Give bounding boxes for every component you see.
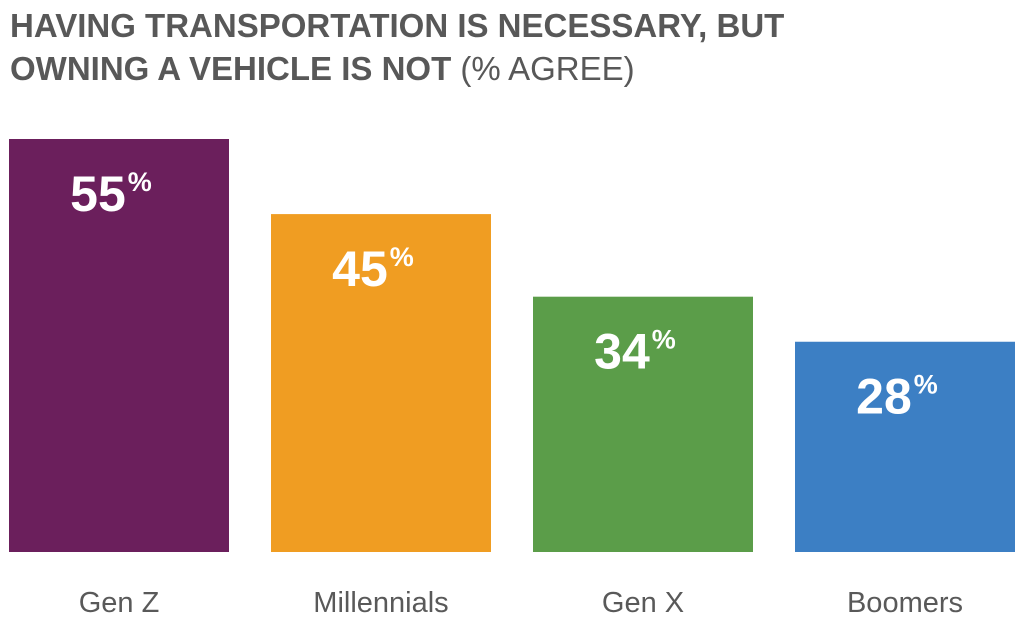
category-label-gen-x: Gen X [602,587,684,619]
value-suffix: % [652,325,676,355]
bar-gen-x [533,296,753,552]
title-line-1: HAVING TRANSPORTATION IS NECESSARY, BUT [10,7,785,44]
value-suffix: % [390,242,414,272]
title-line-2: OWNING A VEHICLE IS NOT [10,50,452,87]
category-label-millennials: Millennials [313,587,448,619]
value-suffix: % [128,167,152,197]
value-suffix: % [914,370,938,400]
category-label-gen-z: Gen Z [79,587,160,619]
chart-title: HAVING TRANSPORTATION IS NECESSARY, BUT … [10,4,1010,90]
bar-boomers [795,341,1015,552]
title-suffix: (% AGREE) [460,50,635,87]
category-label-boomers: Boomers [847,587,963,619]
bar-millennials [271,214,491,552]
bar-gen-z [9,139,229,552]
